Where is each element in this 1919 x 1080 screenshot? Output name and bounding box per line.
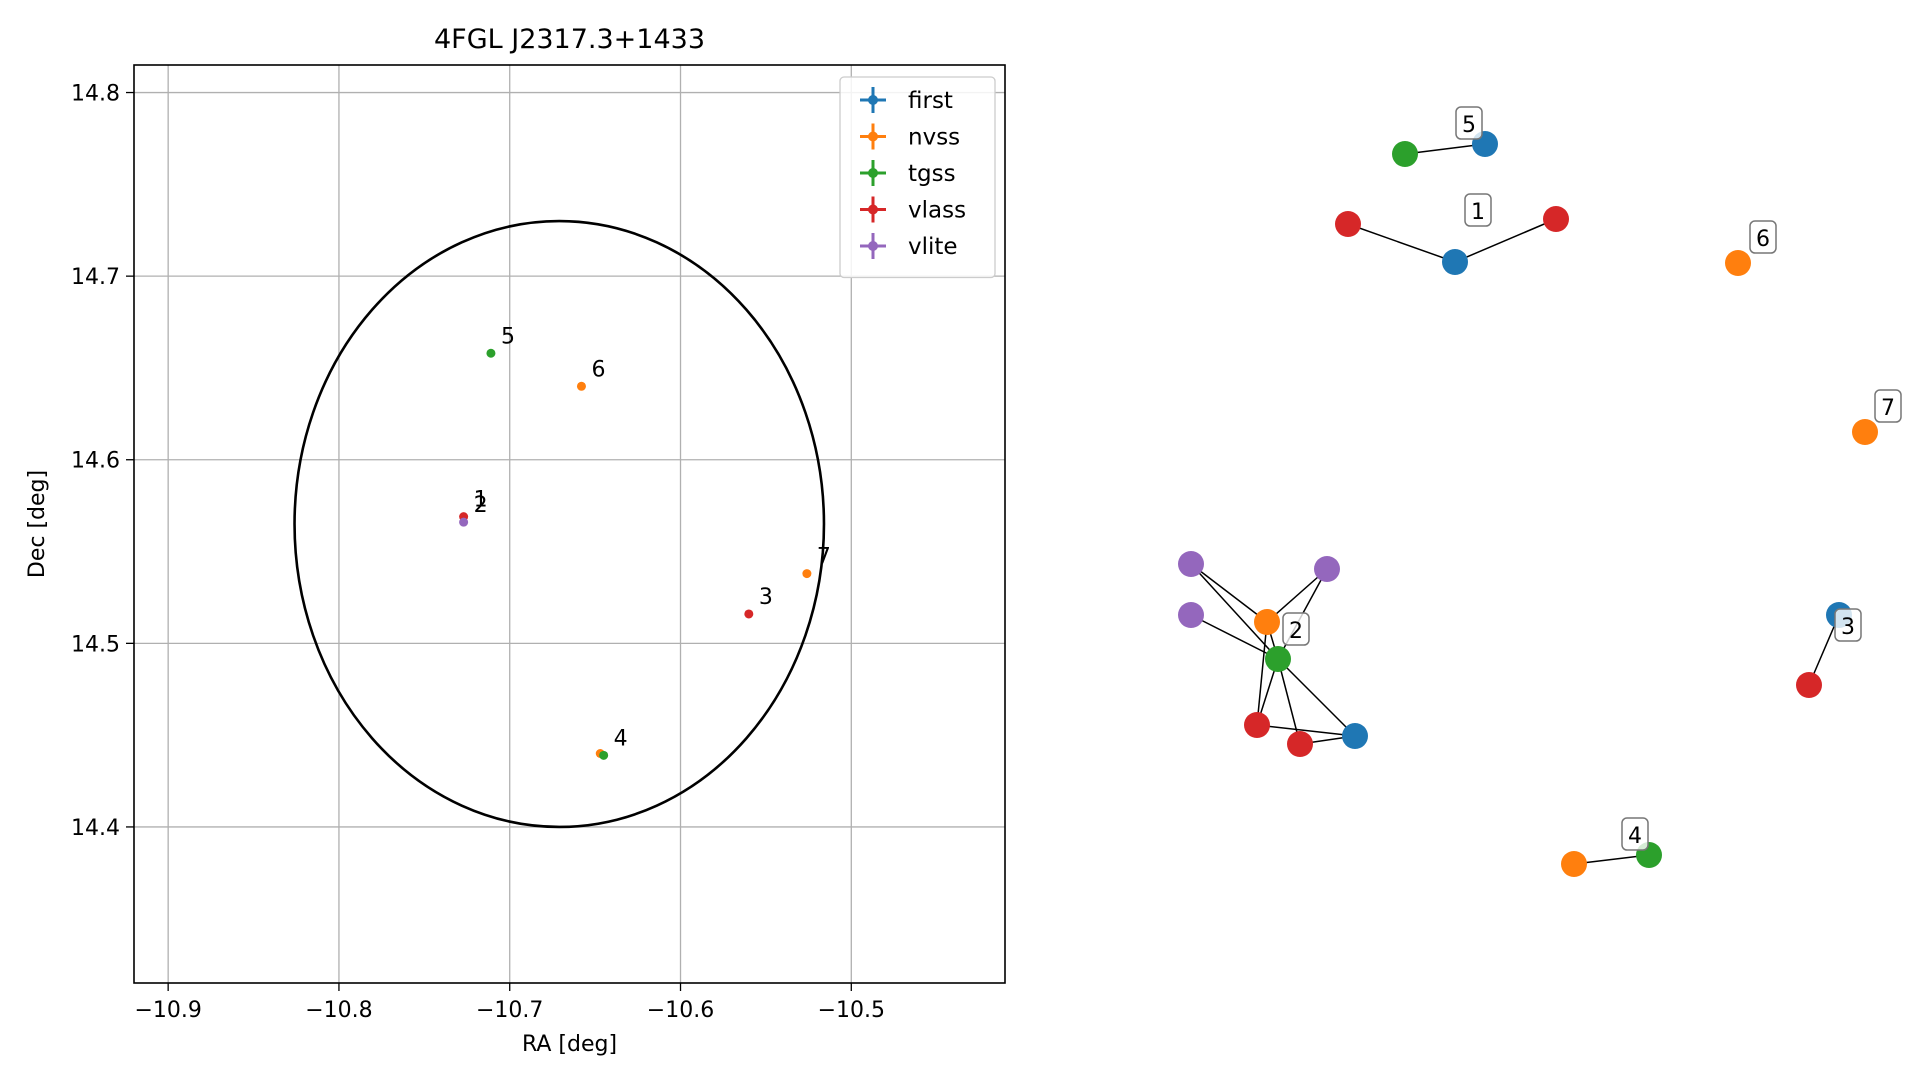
data-point-tgss bbox=[486, 348, 496, 358]
point-label: 1 bbox=[474, 488, 488, 513]
graph-node-vlass bbox=[1796, 672, 1822, 698]
cluster-labels: 1 2 3 4 5 6 7 bbox=[1282, 106, 1902, 851]
chart-title: 4FGL J2317.3+1433 bbox=[434, 24, 705, 55]
cluster-label: 4 bbox=[1628, 824, 1642, 849]
legend-box bbox=[839, 76, 996, 279]
graph-edge bbox=[1256, 724, 1356, 737]
cluster-label: 1 bbox=[1471, 200, 1485, 225]
cluster-label-box bbox=[1874, 389, 1902, 423]
graph-node-tgss bbox=[1392, 141, 1418, 167]
x-tick-label: −10.5 bbox=[818, 998, 885, 1023]
graph-edge bbox=[1277, 658, 1301, 745]
data-points bbox=[459, 348, 812, 760]
error-ellipse bbox=[293, 219, 826, 829]
graph-edge bbox=[1347, 223, 1456, 263]
y-tick-label: 14.4 bbox=[71, 816, 120, 841]
y-tick-label: 14.7 bbox=[71, 265, 120, 290]
graph-edge bbox=[1454, 218, 1557, 263]
cluster-label-box bbox=[1621, 817, 1649, 851]
cluster-label: 3 bbox=[1841, 615, 1855, 640]
cluster-label-box bbox=[1464, 193, 1492, 227]
legend-label: vlite bbox=[908, 234, 958, 260]
graph-edge bbox=[1404, 143, 1486, 155]
graph-node-vlass bbox=[1543, 206, 1569, 232]
legend-marker bbox=[868, 204, 878, 215]
graph-node-vlite bbox=[1178, 602, 1204, 628]
cluster-label: 7 bbox=[1881, 396, 1895, 421]
point-label: 4 bbox=[614, 726, 628, 751]
data-point-vlass bbox=[744, 609, 754, 619]
legend-marker bbox=[868, 131, 878, 142]
y-tick-label: 14.5 bbox=[71, 632, 120, 657]
legend: first nvss tgss vlass vlite bbox=[839, 76, 996, 279]
legend-label: vlass bbox=[908, 198, 966, 224]
legend-label: tgss bbox=[908, 161, 956, 187]
y-axis-label: Dec [deg] bbox=[25, 470, 50, 578]
graph-edge bbox=[1256, 621, 1268, 726]
x-axis-label: RA [deg] bbox=[522, 1032, 617, 1057]
graph-node-first bbox=[1342, 723, 1368, 749]
graph-nodes bbox=[1178, 131, 1878, 877]
graph-node-nvss bbox=[1852, 419, 1878, 445]
data-point-vlite bbox=[459, 517, 469, 527]
graph-node-vlite bbox=[1314, 556, 1340, 582]
point-label: 6 bbox=[591, 357, 605, 382]
graph-node-nvss bbox=[1254, 609, 1280, 635]
graph-node-nvss bbox=[1561, 851, 1587, 877]
axis-ticks: −10.9 −10.8 −10.7 −10.6 −10.5 14.4 14.5 14.6 14.… bbox=[71, 82, 885, 1023]
data-point-tgss bbox=[599, 750, 609, 760]
point-label: 3 bbox=[759, 585, 773, 610]
legend-label: nvss bbox=[908, 125, 960, 151]
x-tick-label: −10.8 bbox=[305, 998, 372, 1023]
graph-node-nvss bbox=[1725, 250, 1751, 276]
y-tick-label: 14.8 bbox=[71, 82, 120, 107]
scatter-chart: 12 3 4 5 6 7 −10.9 −10.8 −10.7 −10.6 −10.5 14.4 14.… bbox=[25, 24, 1006, 1057]
ellipse-layer bbox=[293, 219, 826, 829]
point-label: 5 bbox=[501, 324, 515, 349]
point-label: 7 bbox=[817, 545, 831, 570]
axes-frame bbox=[133, 64, 1006, 984]
cluster-label-box bbox=[1455, 106, 1483, 140]
point-label: 2 bbox=[474, 493, 488, 518]
x-tick-label: −10.9 bbox=[134, 998, 201, 1023]
graph-node-vlite bbox=[1178, 551, 1204, 577]
graph-edge bbox=[1190, 563, 1279, 660]
cluster-label-box bbox=[1834, 608, 1862, 642]
graph-edge bbox=[1266, 568, 1328, 623]
legend-marker bbox=[868, 168, 878, 178]
legend-marker bbox=[868, 95, 878, 105]
graph-node-vlass bbox=[1335, 211, 1361, 237]
cluster-label: 2 bbox=[1289, 619, 1303, 644]
cluster-label-box bbox=[1749, 220, 1777, 254]
graph-node-tgss bbox=[1265, 646, 1291, 672]
cluster-label: 6 bbox=[1756, 227, 1770, 252]
legend-label: first bbox=[908, 88, 953, 114]
graph-node-vlass bbox=[1244, 712, 1270, 738]
legend-marker bbox=[868, 241, 878, 251]
cluster-label-box bbox=[1282, 612, 1310, 646]
data-point-nvss bbox=[576, 381, 586, 391]
x-tick-label: −10.6 bbox=[647, 998, 714, 1023]
x-tick-label: −10.7 bbox=[476, 998, 543, 1023]
graph-node-first bbox=[1442, 249, 1468, 275]
graph-edge bbox=[1190, 563, 1268, 623]
point-annotations: 12 3 4 5 6 7 bbox=[474, 324, 831, 751]
data-point-nvss bbox=[802, 569, 812, 579]
graph-edge bbox=[1277, 658, 1356, 737]
cluster-label: 5 bbox=[1462, 113, 1476, 138]
network-graph: 1 2 3 4 5 6 7 bbox=[1178, 106, 1902, 877]
graph-node-vlass bbox=[1287, 731, 1313, 757]
y-tick-label: 14.6 bbox=[71, 449, 120, 474]
